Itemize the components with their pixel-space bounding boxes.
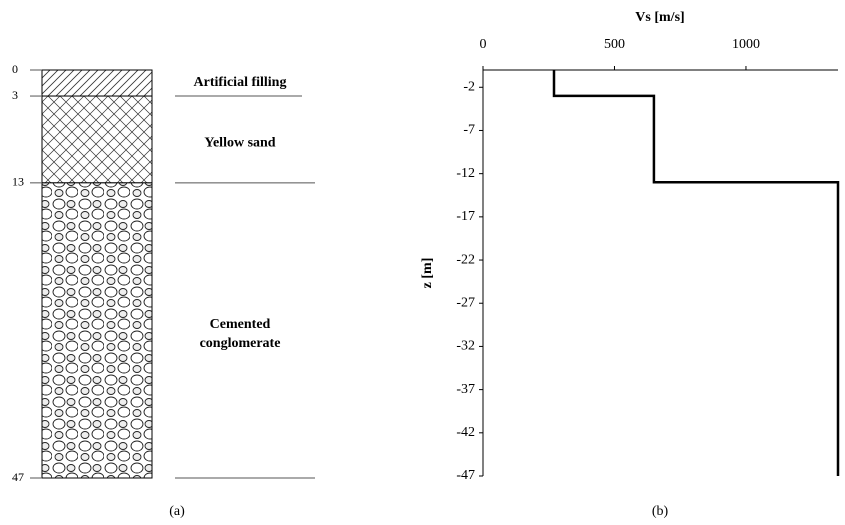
y-tick-label: -2 xyxy=(463,79,475,94)
layer-label: Yellow sand xyxy=(204,136,275,151)
x-tick-label: 0 xyxy=(480,37,487,52)
x-tick-label: 500 xyxy=(604,37,625,52)
y-tick-label: -7 xyxy=(463,123,475,138)
y-tick-label: -27 xyxy=(456,295,475,310)
depth-label: 13 xyxy=(12,175,24,189)
y-tick-label: -37 xyxy=(456,382,475,397)
vs-profile xyxy=(554,70,838,476)
depth-label: 47 xyxy=(12,470,24,484)
figure: (a) (b) Vs [m/s] z [m] Artificial fillin… xyxy=(0,0,845,525)
x-axis-label: Vs [m/s] xyxy=(635,10,684,25)
layer-label: Cemented xyxy=(210,317,271,332)
soil-layer xyxy=(42,96,152,183)
y-tick-label: -22 xyxy=(456,252,475,267)
y-tick-label: -12 xyxy=(456,166,475,181)
depth-label: 0 xyxy=(12,62,18,76)
soil-layer xyxy=(42,183,152,478)
y-tick-label: -47 xyxy=(456,468,475,483)
y-tick-label: -17 xyxy=(456,209,475,224)
layer-label: Artificial filling xyxy=(194,75,287,90)
depth-label: 3 xyxy=(12,88,18,102)
y-axis-label: z [m] xyxy=(420,258,435,289)
soil-layer xyxy=(42,70,152,96)
y-tick-label: -32 xyxy=(456,339,475,354)
caption: (b) xyxy=(652,504,669,519)
x-tick-label: 1000 xyxy=(732,37,760,52)
y-tick-label: -42 xyxy=(456,425,475,440)
caption: (a) xyxy=(169,504,185,519)
layer-label: conglomerate xyxy=(200,336,281,351)
